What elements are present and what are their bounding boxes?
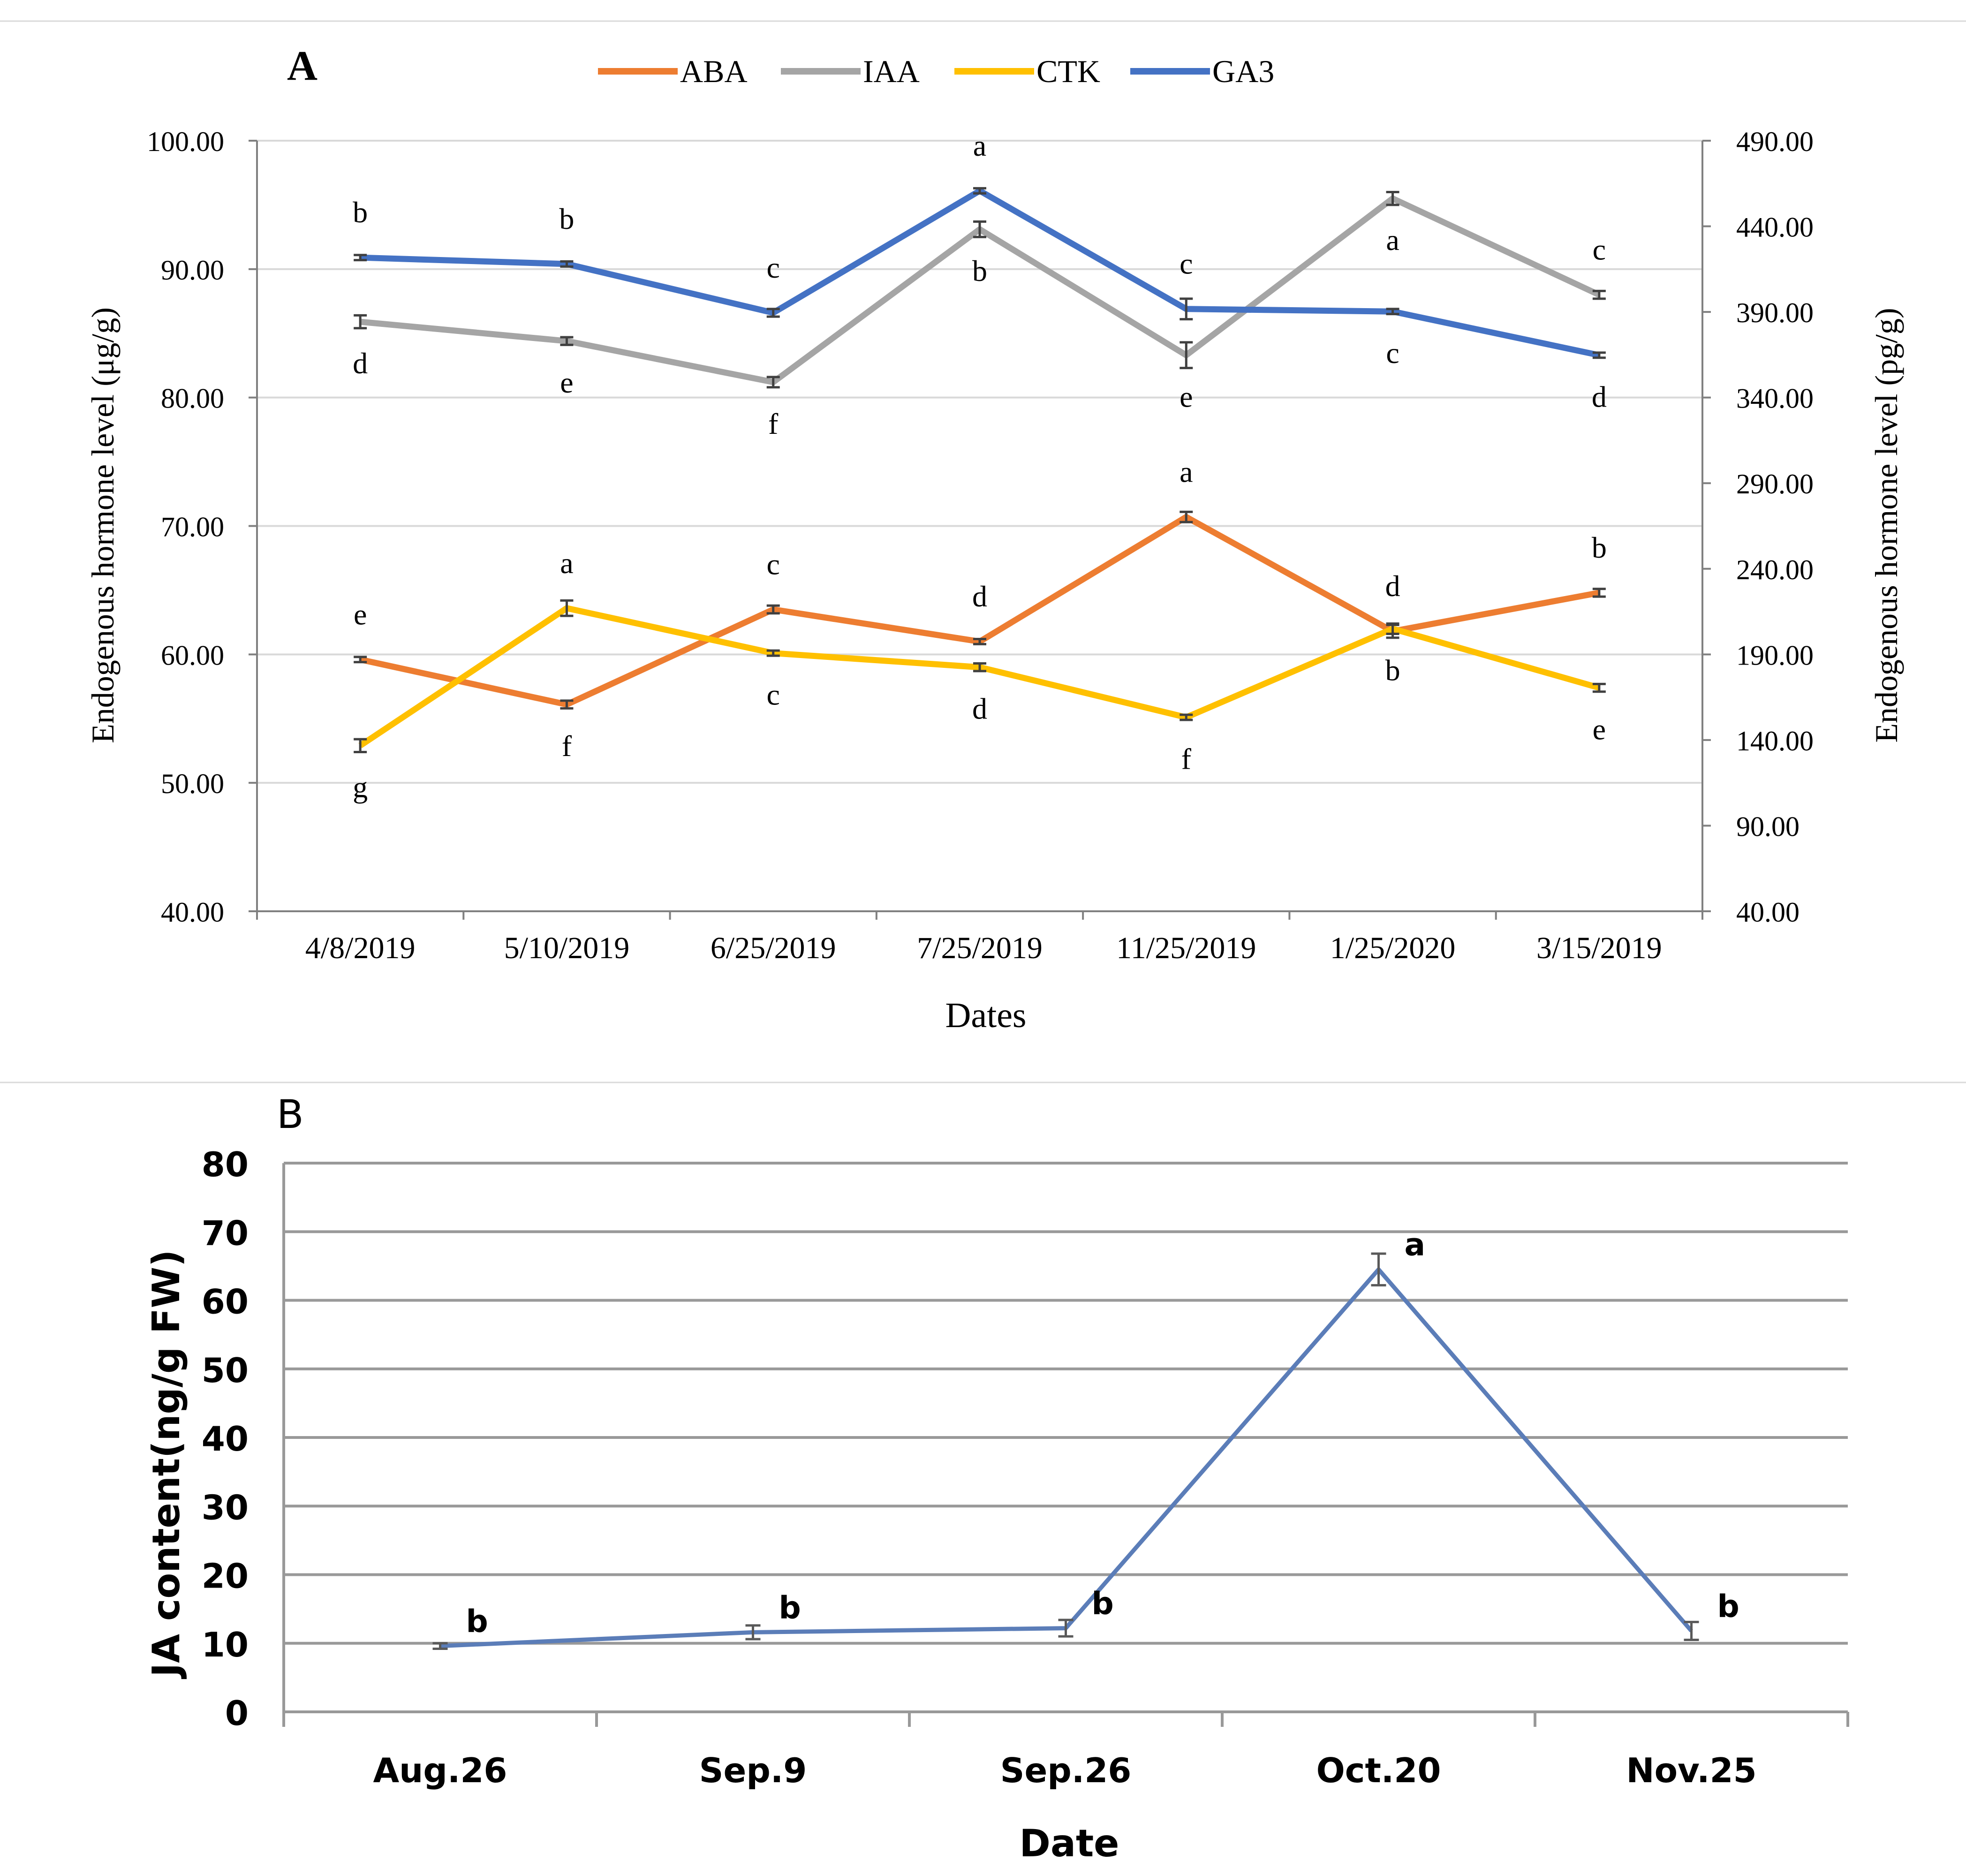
significance-letter-ga3: c (767, 251, 780, 284)
significance-letter-aba: c (767, 547, 780, 581)
significance-letter-ja: a (1405, 1227, 1426, 1263)
legend-label-ctk: CTK (1036, 53, 1100, 89)
significance-letter-iaa: b (972, 254, 987, 287)
right-tick-label: 390.00 (1736, 297, 1814, 328)
significance-letter-aba: a (1180, 455, 1193, 488)
significance-letter-ctk: d (972, 692, 987, 726)
x-tick-label-aug-26: Aug.26 (373, 1751, 507, 1790)
legend-label-iaa: IAA (863, 53, 920, 89)
right-tick-label: 190.00 (1736, 640, 1814, 671)
significance-letter-iaa: d (353, 347, 368, 380)
significance-letter-iaa: e (1180, 380, 1193, 413)
x-tick-label-6-25-2019: 6/25/2019 (711, 931, 836, 965)
x-tick-label-sep-9: Sep.9 (699, 1751, 807, 1790)
significance-letter-aba: d (1385, 569, 1400, 603)
significance-letter-ga3: c (1386, 336, 1399, 370)
significance-letter-ctk: e (1593, 713, 1606, 746)
left-tick-label: 70.00 (161, 512, 224, 543)
panel-a-series: e f c d a d b d e f b e a c g a c d f b e b b c a c c d (353, 129, 1607, 804)
legend-label-ga3: GA3 (1212, 53, 1274, 89)
right-tick-label: 490.00 (1736, 126, 1814, 157)
right-tick-label: 440.00 (1736, 212, 1814, 243)
x-tick-label-sep-26: Sep.26 (1000, 1751, 1132, 1790)
right-tick-label: 90.00 (1736, 811, 1800, 842)
legend-label-aba: ABA (680, 53, 748, 89)
panel-b-x-axis-title: Date (1020, 1822, 1119, 1865)
panel-b-label: B (277, 1091, 304, 1137)
panel-a-legend: ABA IAA CTK GA3 (598, 53, 1274, 89)
y-tick-label: 10 (202, 1625, 249, 1664)
significance-letter-ctk: f (1181, 742, 1192, 776)
series-line-ja (440, 1267, 1693, 1649)
y-tick-label: 50 (202, 1351, 249, 1390)
right-tick-label: 40.00 (1736, 897, 1800, 928)
left-tick-label: 90.00 (161, 255, 224, 286)
significance-letter-ctk: b (1385, 654, 1400, 687)
x-tick-label-3-15-2019: 3/15/2019 (1536, 931, 1662, 965)
x-tick-label-1-25-2020: 1/25/2020 (1330, 931, 1456, 965)
y-tick-label: 80 (202, 1145, 249, 1184)
significance-letter-ctk: c (767, 678, 780, 711)
panel-b-axes: 0 10 20 30 40 50 60 70 80 Aug.26 Sep.9 Sep.26 Oct.20… (202, 1145, 1849, 1790)
x-tick-label-oct-20: Oct.20 (1316, 1751, 1441, 1790)
significance-letter-ja: b (466, 1604, 488, 1640)
significance-letter-ja: b (1092, 1586, 1114, 1622)
right-tick-label: 340.00 (1736, 383, 1814, 414)
significance-letter-aba: f (562, 729, 572, 763)
left-tick-label: 100.00 (147, 126, 224, 157)
significance-letter-aba: b (1592, 531, 1607, 564)
panel-b-gridlines (284, 1162, 1848, 1645)
significance-letter-iaa: f (768, 407, 779, 440)
y-tick-label: 30 (202, 1488, 249, 1527)
significance-letter-iaa: c (1593, 233, 1606, 266)
significance-letter-ga3: b (353, 196, 368, 229)
panel-a-axes: 40.00 50.00 60.00 70.00 80.00 90.00 100.00 40.0… (147, 126, 1814, 965)
y-tick-label: 20 (202, 1557, 249, 1596)
panel-b-series: b b b a b (432, 1227, 1739, 1650)
right-tick-label: 240.00 (1736, 554, 1814, 585)
y-tick-label: 0 (225, 1694, 249, 1733)
panel-a-x-axis-title: Dates (945, 996, 1026, 1035)
significance-letter-iaa: a (1386, 223, 1399, 257)
left-tick-label: 50.00 (161, 768, 224, 799)
panel-a-label: A (287, 43, 318, 89)
significance-letter-ctk: a (560, 546, 573, 580)
panel-a-right-axis-title: Endogenous hormone level (pg/g) (1868, 308, 1904, 742)
significance-letter-ga3: a (973, 129, 986, 162)
x-tick-label-4-8-2019: 4/8/2019 (305, 931, 416, 965)
right-tick-label: 140.00 (1736, 726, 1814, 756)
left-tick-label: 80.00 (161, 383, 224, 414)
significance-letter-iaa: e (560, 366, 573, 399)
significance-letter-ga3: b (559, 202, 574, 235)
x-tick-label-7-25-2019: 7/25/2019 (917, 931, 1043, 965)
left-tick-label: 60.00 (161, 640, 224, 671)
y-tick-label: 70 (202, 1213, 249, 1253)
significance-letter-ga3: c (1180, 247, 1193, 280)
panel-a-left-axis-title: Endogenous hormone level (μg/g) (85, 307, 121, 743)
significance-letter-ja: b (779, 1589, 801, 1626)
x-tick-label-11-25-2019: 11/25/2019 (1116, 931, 1256, 965)
panel-b-y-axis-title: JA content(ng/g FW) (144, 1249, 188, 1679)
significance-letter-ga3: d (1592, 380, 1607, 413)
x-tick-label-5-10-2019: 5/10/2019 (504, 931, 630, 965)
left-tick-label: 40.00 (161, 897, 224, 928)
y-tick-label: 40 (202, 1419, 249, 1459)
significance-letter-ja: b (1717, 1588, 1739, 1624)
y-tick-label: 60 (202, 1282, 249, 1322)
significance-letter-aba: e (354, 598, 367, 631)
x-tick-label-nov-25: Nov.25 (1626, 1751, 1756, 1790)
significance-letter-ctk: g (353, 771, 368, 804)
right-tick-label: 290.00 (1736, 469, 1814, 499)
significance-letter-aba: d (972, 580, 987, 613)
